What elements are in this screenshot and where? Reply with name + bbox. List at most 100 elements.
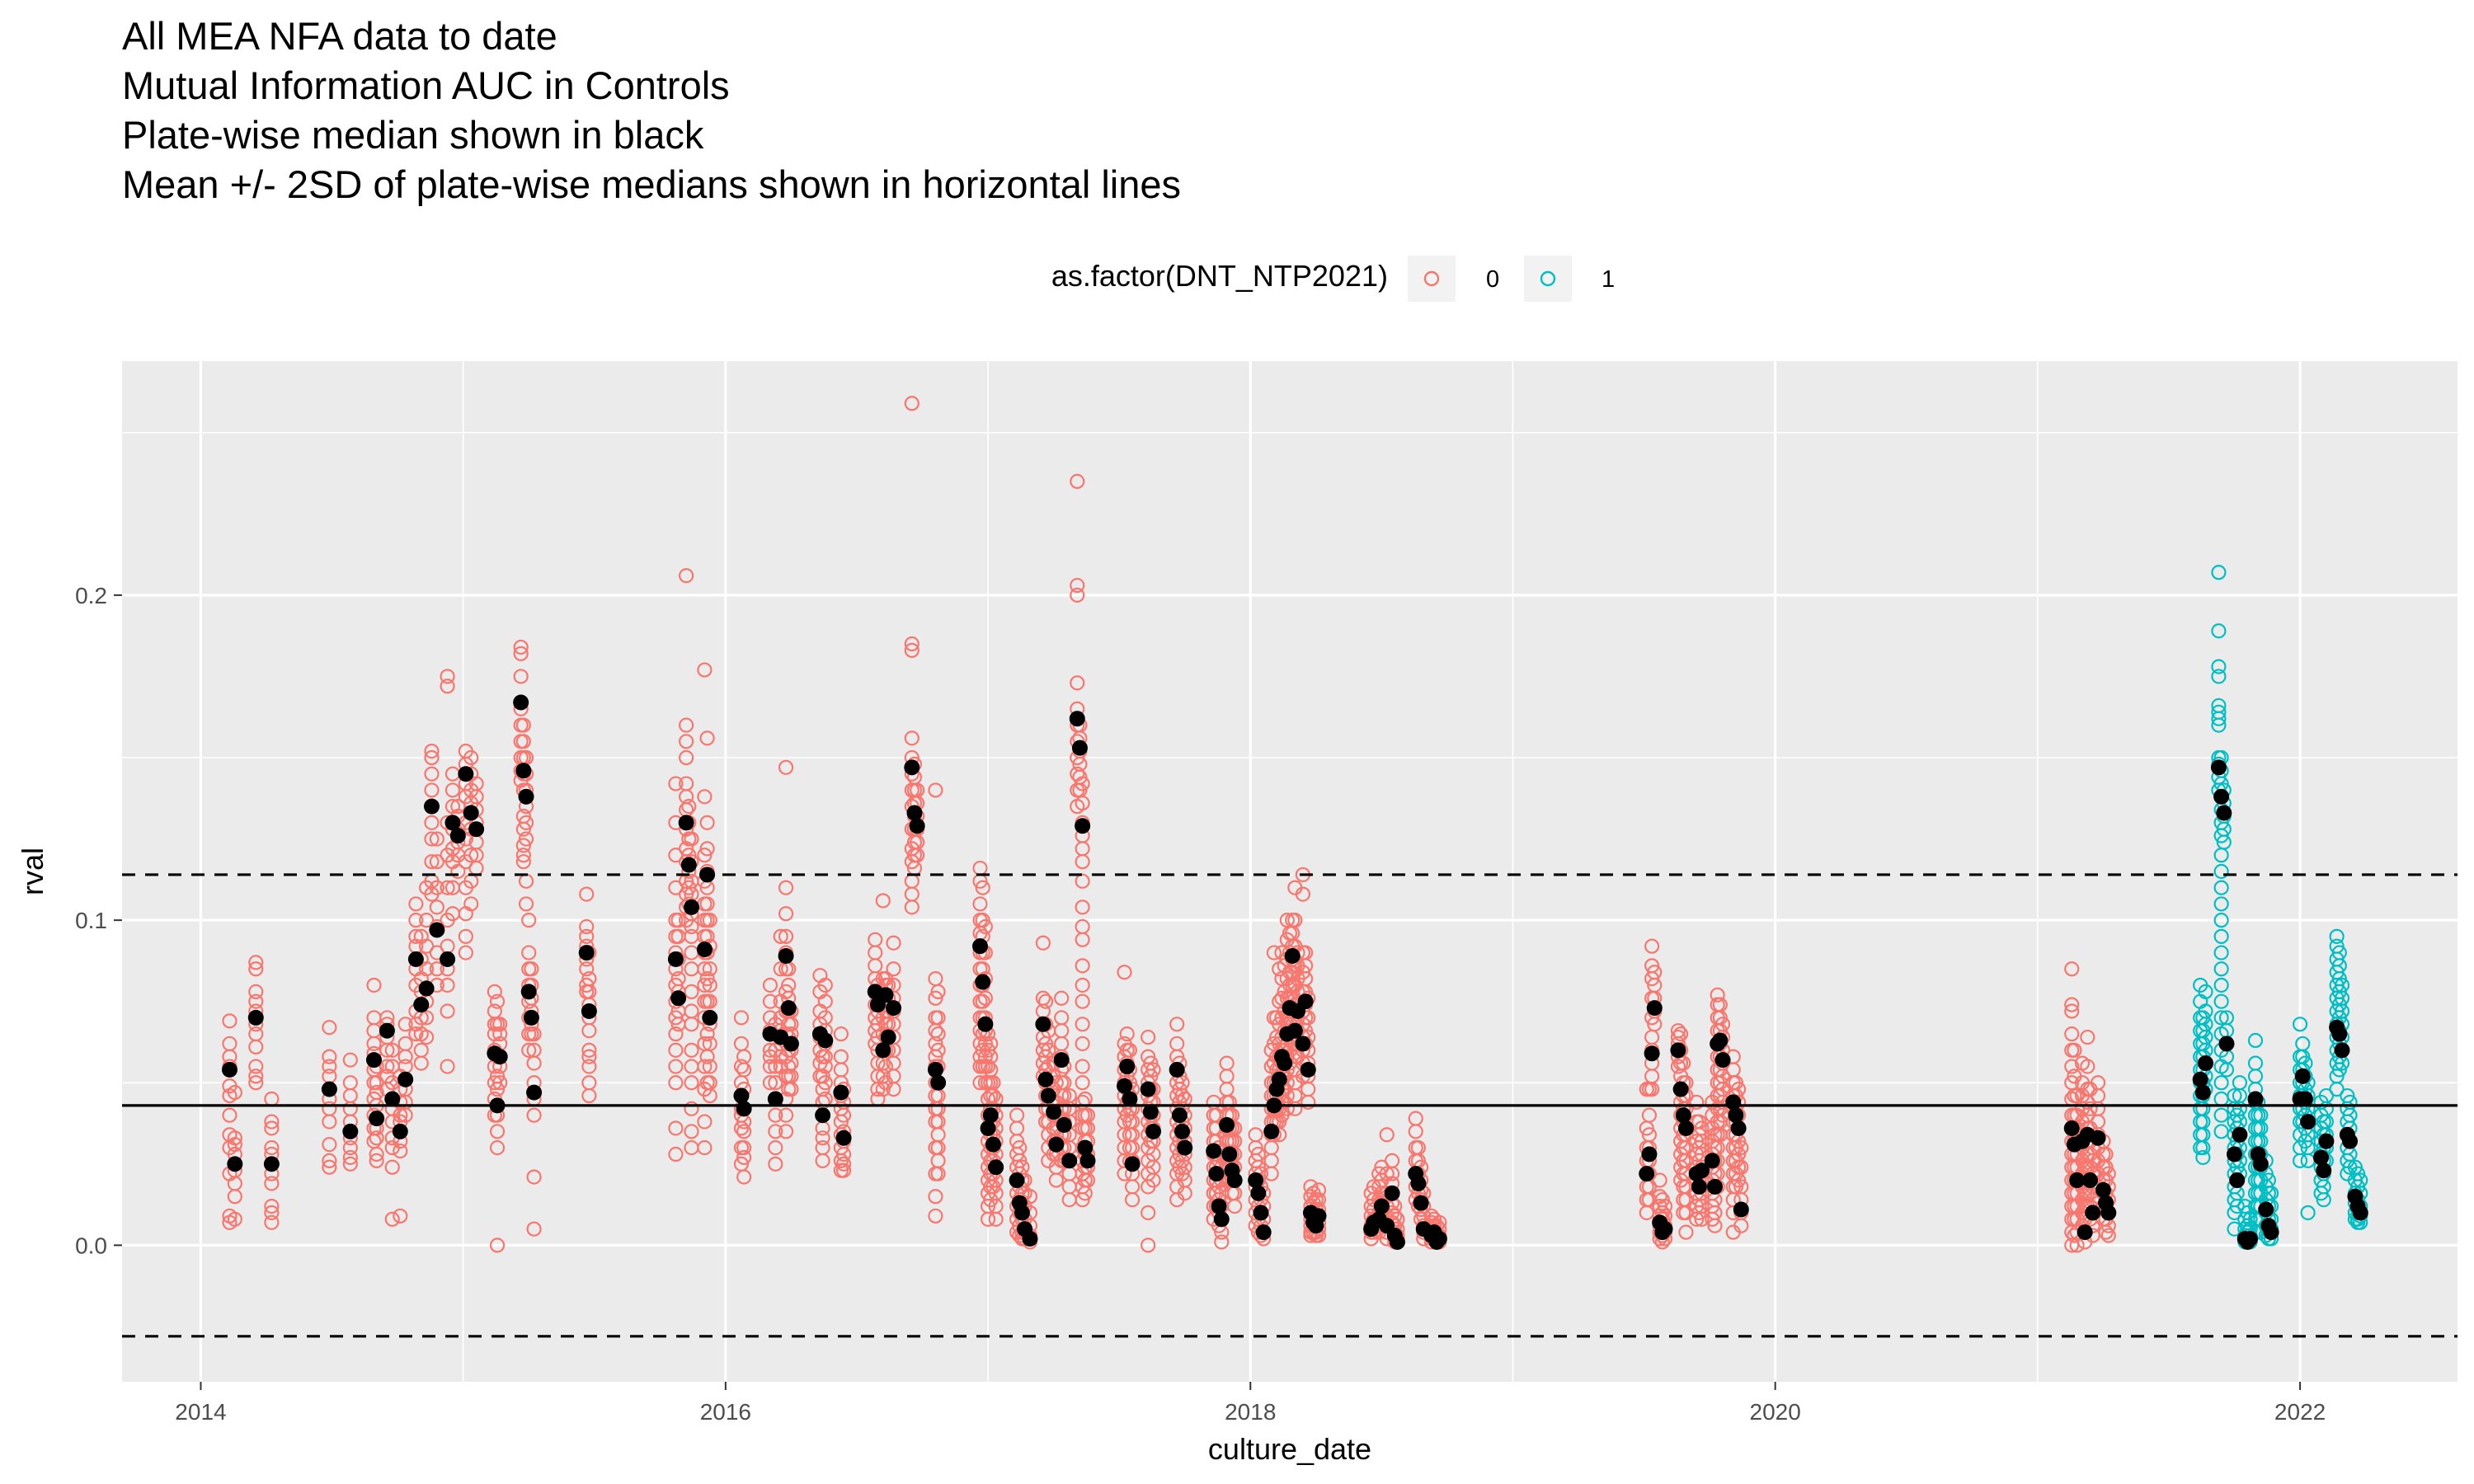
median-point — [1206, 1143, 1222, 1159]
median-point — [2216, 805, 2232, 821]
data-point — [579, 918, 595, 935]
data-point — [397, 1107, 413, 1123]
median-point — [2082, 1172, 2099, 1189]
data-point — [1141, 1029, 1156, 1045]
data-point — [492, 1026, 508, 1042]
data-point — [2195, 1140, 2211, 1156]
data-point — [1644, 1082, 1660, 1097]
data-point — [2082, 1101, 2098, 1116]
median-point — [1646, 1000, 1663, 1017]
data-point — [2213, 863, 2229, 880]
reference-lines — [122, 873, 2458, 1338]
median-point — [1122, 1091, 1138, 1107]
data-point — [697, 848, 713, 863]
data-point — [440, 880, 455, 895]
data-point — [1689, 1094, 1705, 1111]
data-point — [1075, 873, 1090, 889]
data-point — [1035, 935, 1051, 951]
data-point — [904, 396, 920, 411]
data-point — [697, 1059, 713, 1074]
median-point — [221, 1062, 238, 1078]
data-point — [773, 928, 788, 944]
data-point — [928, 1189, 943, 1205]
data-point — [248, 993, 264, 1009]
median-point — [365, 1052, 382, 1068]
data-point — [2213, 1075, 2229, 1091]
data-point — [2080, 1059, 2095, 1074]
data-point — [977, 990, 993, 1006]
data-point — [489, 1140, 506, 1156]
data-point — [835, 1156, 852, 1172]
median-point — [736, 1101, 752, 1117]
data-point — [817, 1049, 833, 1064]
data-point — [781, 1059, 797, 1074]
data-point — [322, 1114, 337, 1129]
median-point — [2210, 759, 2227, 776]
data-point — [699, 1026, 715, 1042]
data-point — [2316, 1192, 2331, 1208]
data-point — [1070, 675, 1085, 691]
data-point — [702, 1059, 717, 1074]
data-point — [2211, 565, 2227, 580]
data-point — [668, 1146, 684, 1162]
median-point — [2242, 1231, 2259, 1247]
data-point — [1119, 1026, 1135, 1042]
data-point — [526, 1107, 542, 1123]
data-point — [384, 1159, 400, 1175]
data-point — [440, 669, 455, 684]
data-point — [413, 1055, 429, 1071]
median-point — [2063, 1120, 2080, 1136]
data-point — [2242, 1211, 2258, 1227]
median-point — [780, 1000, 797, 1017]
median-point — [1271, 1071, 1287, 1087]
data-point — [904, 730, 920, 746]
data-point — [492, 1075, 508, 1091]
data-point — [397, 1049, 413, 1064]
data-point — [322, 1159, 337, 1175]
median-point — [833, 1084, 849, 1101]
data-point — [733, 1120, 750, 1136]
data-point — [679, 749, 694, 766]
data-point — [1145, 1062, 1161, 1078]
data-point — [778, 928, 794, 944]
data-point — [1141, 1205, 1156, 1221]
data-point — [444, 782, 461, 798]
data-point — [2211, 717, 2227, 733]
data-point — [429, 961, 444, 977]
data-point — [397, 1017, 413, 1032]
data-point — [419, 1029, 435, 1045]
data-point — [699, 971, 715, 987]
data-point — [835, 1107, 852, 1123]
data-point — [515, 838, 531, 853]
median-point — [2263, 1224, 2279, 1241]
data-point — [515, 854, 531, 870]
grid-major — [122, 361, 2458, 1382]
data-point — [419, 913, 435, 928]
median-point — [1253, 1205, 1269, 1221]
data-point — [2064, 1026, 2080, 1042]
data-point — [875, 1082, 891, 1097]
legend: as.factor(DNT_NTP2021) 0 1 — [1051, 256, 1615, 302]
median-point — [1389, 1233, 1405, 1250]
data-point — [2067, 1042, 2082, 1058]
data-point — [458, 928, 473, 944]
median-point — [440, 951, 456, 967]
median-point — [247, 1009, 264, 1026]
y-axis: 0.0 0.1 0.2 — [75, 583, 122, 1258]
data-point — [668, 1042, 684, 1058]
median-point — [680, 857, 697, 873]
data-point — [783, 1017, 799, 1032]
data-point — [366, 977, 382, 993]
legend-key-0 — [1408, 256, 1456, 302]
median-point — [2297, 1091, 2313, 1107]
chart-title: All MEA NFA data to date Mutual Informat… — [122, 14, 1181, 206]
data-point — [440, 1059, 455, 1074]
data-point — [2213, 1010, 2229, 1026]
data-point — [524, 961, 539, 977]
data-point — [977, 918, 993, 935]
data-point — [2213, 928, 2229, 944]
data-point — [322, 1137, 337, 1153]
median-point — [1145, 1123, 1162, 1139]
median-point — [1373, 1198, 1390, 1214]
